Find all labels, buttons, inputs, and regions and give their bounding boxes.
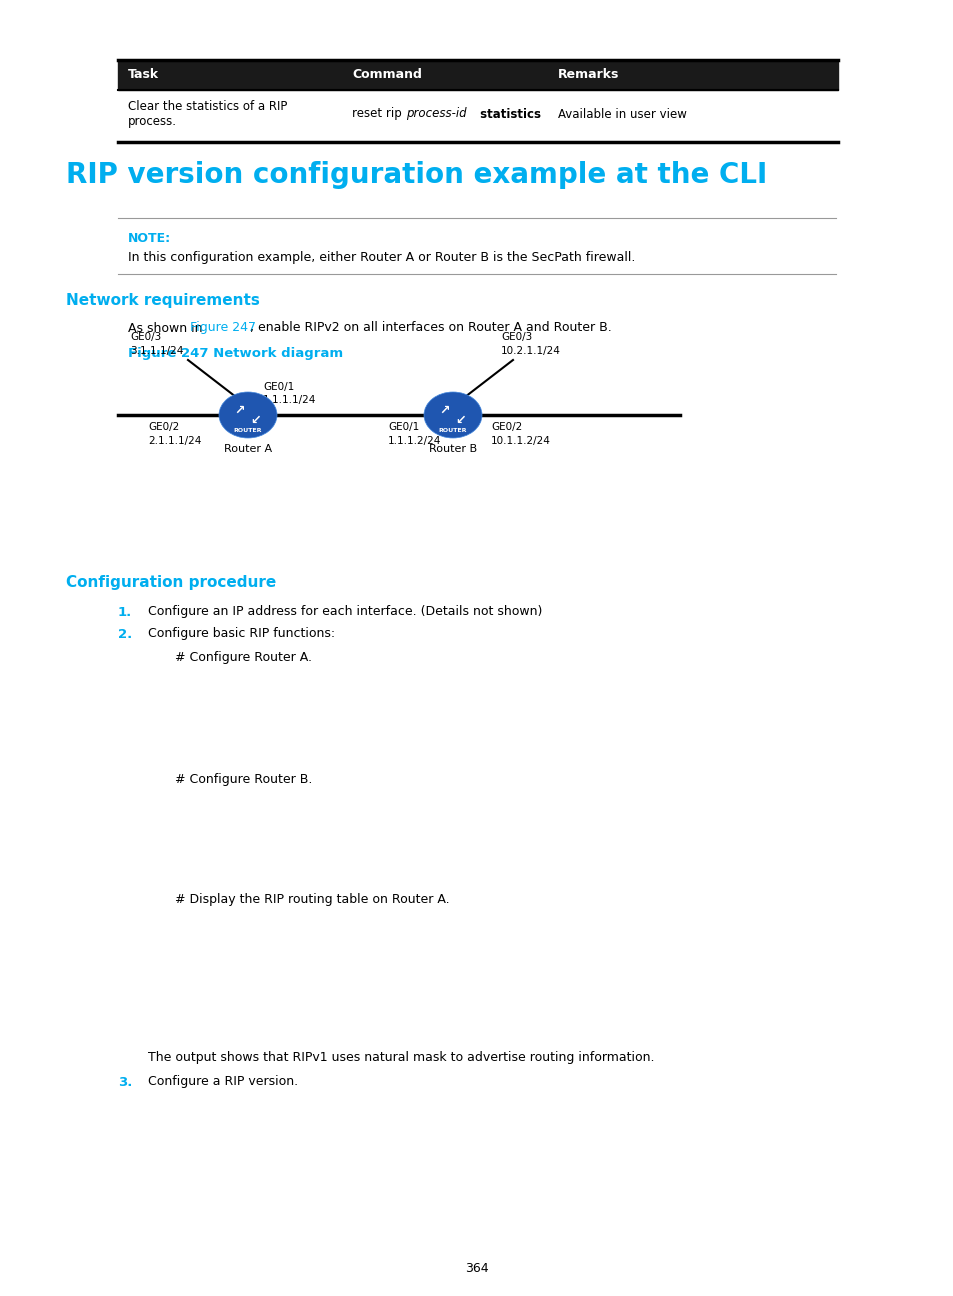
Text: GE0/1: GE0/1	[388, 422, 418, 432]
Text: NOTE:: NOTE:	[128, 232, 171, 245]
Text: 10.1.1.2/24: 10.1.1.2/24	[491, 435, 550, 446]
Text: Remarks: Remarks	[558, 69, 618, 82]
Text: Configure a RIP version.: Configure a RIP version.	[148, 1076, 297, 1089]
Bar	[118, 60, 837, 89]
Text: Configure basic RIP functions:: Configure basic RIP functions:	[148, 627, 335, 640]
Text: Command: Command	[352, 69, 421, 82]
Text: 3.: 3.	[118, 1076, 132, 1089]
Text: Network requirements: Network requirements	[66, 293, 259, 307]
Text: ↗: ↗	[234, 403, 245, 416]
Text: As shown in: As shown in	[128, 321, 206, 334]
Text: statistics: statistics	[476, 108, 540, 121]
Text: Configuration procedure: Configuration procedure	[66, 574, 276, 590]
Text: ↙: ↙	[251, 413, 261, 426]
Text: In this configuration example, either Router A or Router B is the SecPath firewa: In this configuration example, either Ro…	[128, 251, 635, 264]
Text: 1.1.1.2/24: 1.1.1.2/24	[388, 435, 441, 446]
Text: ROUTER: ROUTER	[233, 429, 262, 433]
Text: # Configure Router B.: # Configure Router B.	[174, 774, 312, 787]
Text: 10.2.1.1/24: 10.2.1.1/24	[500, 346, 560, 356]
Text: 1.1.1.1/24: 1.1.1.1/24	[263, 395, 316, 404]
Text: Router B: Router B	[429, 445, 476, 454]
Text: Figure 247: Figure 247	[190, 321, 255, 334]
Text: 2.1.1.1/24: 2.1.1.1/24	[148, 435, 201, 446]
Text: Router A: Router A	[224, 445, 272, 454]
Text: GE0/2: GE0/2	[491, 422, 521, 432]
Text: The output shows that RIPv1 uses natural mask to advertise routing information.: The output shows that RIPv1 uses natural…	[148, 1051, 654, 1064]
Text: Figure 247 Network diagram: Figure 247 Network diagram	[128, 346, 343, 359]
Text: 1.: 1.	[118, 605, 132, 618]
Ellipse shape	[219, 391, 276, 438]
Text: 364: 364	[465, 1261, 488, 1274]
Text: ↙: ↙	[456, 413, 466, 426]
Text: 3.1.1.1/24: 3.1.1.1/24	[130, 346, 183, 356]
Text: GE0/2: GE0/2	[148, 422, 179, 432]
Text: process.: process.	[128, 115, 177, 128]
Text: ROUTER: ROUTER	[438, 429, 467, 433]
Text: RIP version configuration example at the CLI: RIP version configuration example at the…	[66, 161, 766, 189]
Text: GE0/3: GE0/3	[500, 332, 532, 342]
Text: GE0/1: GE0/1	[263, 382, 294, 391]
Text: Clear the statistics of a RIP: Clear the statistics of a RIP	[128, 100, 287, 113]
Text: reset rip: reset rip	[352, 108, 405, 121]
Text: GE0/3: GE0/3	[130, 332, 161, 342]
Text: # Configure Router A.: # Configure Router A.	[174, 652, 312, 665]
Text: ↗: ↗	[439, 403, 450, 416]
Text: # Display the RIP routing table on Router A.: # Display the RIP routing table on Route…	[174, 893, 449, 906]
Text: Available in user view: Available in user view	[558, 108, 686, 121]
Ellipse shape	[423, 391, 481, 438]
Text: , enable RIPv2 on all interfaces on Router A and Router B.: , enable RIPv2 on all interfaces on Rout…	[250, 321, 611, 334]
Text: process-id: process-id	[406, 108, 466, 121]
Text: Configure an IP address for each interface. (Details not shown): Configure an IP address for each interfa…	[148, 605, 542, 618]
Text: Task: Task	[128, 69, 159, 82]
Text: 2.: 2.	[118, 627, 132, 640]
